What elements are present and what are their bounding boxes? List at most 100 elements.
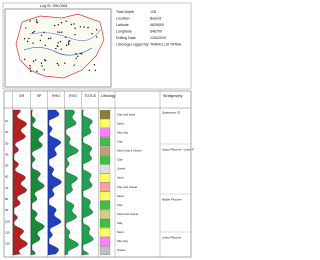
well-dot [29, 67, 31, 69]
well-dot [29, 20, 31, 22]
well-dot [43, 31, 45, 34]
well-dot [83, 26, 85, 28]
well-dot [95, 36, 98, 38]
well-dot [94, 69, 97, 72]
well-dot [33, 30, 36, 33]
well-dot [73, 64, 75, 66]
lithology-bar [99, 128, 111, 137]
lithology-bar [99, 119, 111, 128]
lithology-label: Clay [117, 221, 123, 225]
well-dot [25, 27, 27, 29]
lithology-label: Sand [117, 121, 124, 125]
log-id: Log ID: SW-0364 [40, 4, 68, 8]
well-dot [67, 42, 70, 44]
track-header: RXO [69, 94, 77, 98]
well-dot [56, 62, 59, 65]
lithology-bar [99, 237, 111, 246]
lithology-label: Sand and Gravel [117, 212, 138, 216]
log-curve [47, 109, 62, 256]
well-dot [57, 31, 59, 33]
well-dot [44, 44, 46, 47]
header-frame [2, 2, 192, 90]
depth-label: 120 [5, 242, 10, 246]
depth-label: 100 [5, 219, 10, 223]
lithology-bar [99, 155, 111, 165]
well-dot [28, 37, 30, 40]
lithology-bar [99, 218, 111, 228]
stratigraphy-label: Middle Pliocene [162, 198, 182, 202]
well-dot [59, 31, 61, 33]
well-dot [36, 70, 38, 72]
lithology-bar [99, 200, 111, 210]
depth-label: 40 [5, 152, 9, 156]
well-dot [73, 23, 75, 25]
lithology-label: Silty clay [117, 239, 129, 243]
well-dot [60, 48, 62, 50]
track-header: SP [37, 94, 42, 98]
well-dot [65, 44, 68, 47]
lithology-label: Clay [117, 139, 123, 143]
well-dot [60, 22, 63, 24]
well-dot [59, 40, 62, 43]
well-dot [87, 26, 89, 29]
well-dot [55, 47, 57, 50]
well-dot [23, 38, 26, 40]
well-dot [40, 34, 43, 37]
well-dot [29, 65, 31, 67]
lithology-bar [99, 137, 111, 147]
map-river [29, 29, 101, 41]
well-dot [75, 52, 77, 55]
depth-label: 50 [5, 164, 9, 168]
lithology-title: Lithology [101, 94, 116, 98]
track-header: GR [19, 94, 25, 98]
lithology-label: Sand [117, 176, 124, 180]
page: Log ID: SW-0364 Total Depth 128 Location Bu… [2, 2, 194, 258]
well-dot [88, 69, 90, 72]
depth-label: 20 [5, 130, 9, 134]
depth-label: 70 [5, 186, 9, 190]
info-label: Location [116, 16, 130, 20]
info-value: 12/6/2003 [150, 36, 166, 40]
well-dot [23, 58, 26, 61]
well-dot [77, 55, 79, 57]
well-dot [67, 43, 70, 46]
well-dot [79, 26, 82, 28]
log-panel: GR SP RHO RXO TOTLB Lithology Stratigraphy 10 20… [5, 91, 194, 257]
track-header: TOTLB [84, 94, 96, 98]
info-value: 4626000 [150, 23, 164, 27]
well-dot [34, 59, 37, 61]
info-label: Drilling Date [116, 36, 136, 40]
info-label: Latitude [116, 23, 129, 27]
lithology-bar [99, 110, 111, 119]
stratigraphy-label: Lower Pliocene [162, 236, 182, 240]
well-dot [70, 23, 73, 26]
track-header: RHO [52, 94, 60, 98]
lithology-label: Clay [117, 158, 123, 162]
well-dot [69, 40, 71, 42]
lithology-bar [99, 246, 111, 255]
info-label: Lithology Logged By [116, 42, 149, 46]
well-dot [32, 60, 35, 62]
info-label: Longitude [116, 29, 132, 33]
well-dot [57, 23, 59, 26]
depth-label: 90 [5, 208, 9, 212]
lithology-bar [99, 209, 111, 219]
well-dot [75, 57, 77, 60]
well-dot [32, 31, 34, 34]
map-wells [23, 19, 98, 73]
lithology-bar [99, 228, 111, 237]
well-dot [43, 69, 45, 71]
lithology-label: Clay and Gravel [117, 185, 137, 189]
well-dot [40, 62, 43, 64]
well-dot [64, 36, 67, 38]
depth-label: 80 [5, 197, 9, 201]
well-dot [41, 65, 43, 67]
lithology-bar [99, 182, 111, 192]
well-dot [53, 24, 56, 27]
stratigraphy-title: Stratigraphy [163, 94, 183, 98]
map-boundary [15, 13, 105, 79]
log-curve [12, 109, 28, 256]
stratigraphy-label: Quaternary (?) [162, 111, 180, 115]
lithology-bar [99, 146, 111, 156]
lithology-bar [99, 191, 111, 201]
